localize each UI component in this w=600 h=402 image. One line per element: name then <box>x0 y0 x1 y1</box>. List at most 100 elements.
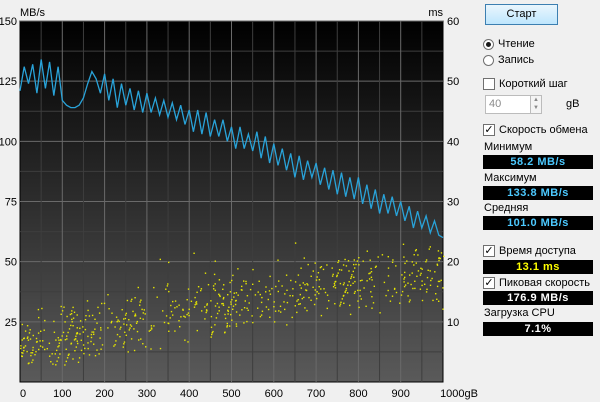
access-time-point <box>227 309 229 311</box>
transfer-rate-option[interactable]: ✓ Скорость обмена <box>483 122 588 138</box>
access-time-point <box>178 320 180 322</box>
access-time-point <box>241 285 243 288</box>
access-time-point <box>28 362 30 364</box>
access-time-point <box>85 315 87 317</box>
access-time-point <box>76 332 78 334</box>
access-time-point <box>401 290 404 293</box>
access-time-point <box>300 287 302 289</box>
access-time-point <box>224 317 227 320</box>
access-time-point <box>278 310 280 312</box>
access-time-point <box>156 296 158 298</box>
access-time-point <box>86 300 89 302</box>
short-stroke-spinner[interactable]: ▲ ▼ <box>530 95 542 114</box>
x-tick-label: 600 <box>265 388 283 400</box>
access-time-point <box>58 345 60 347</box>
access-time-point <box>204 306 206 308</box>
access-time-point <box>353 276 355 278</box>
access-time-point <box>436 263 438 265</box>
access-time-point <box>257 307 259 309</box>
access-time-point <box>150 327 153 329</box>
access-time-point <box>223 296 225 299</box>
access-time-point <box>358 264 360 266</box>
access-time-point <box>292 295 294 297</box>
access-time-point <box>93 333 95 335</box>
write-mode-option[interactable]: Запись <box>483 52 534 68</box>
start-button[interactable]: Старт <box>485 4 558 25</box>
access-time-point <box>277 290 279 293</box>
access-time-point <box>66 357 69 359</box>
access-time-point <box>186 299 188 301</box>
access-time-point <box>168 330 170 332</box>
access-time-point <box>195 302 197 304</box>
access-time-point <box>332 286 335 288</box>
access-time-point <box>93 343 95 345</box>
access-time-point <box>212 285 215 287</box>
access-time-point <box>70 342 73 344</box>
access-time-point <box>84 328 87 331</box>
access-time-point <box>59 353 61 355</box>
access-time-point <box>90 336 93 339</box>
burst-rate-option[interactable]: ✓ Пиковая скорость <box>483 275 590 291</box>
burst-rate-checkbox[interactable]: ✓ <box>483 277 495 289</box>
access-time-point <box>196 291 198 293</box>
access-time-point <box>80 339 82 341</box>
access-time-point <box>90 333 93 336</box>
access-time-point <box>438 257 440 259</box>
short-stroke-input[interactable]: 40 <box>485 95 531 114</box>
access-time-point <box>409 299 411 301</box>
right-unit-label: ms <box>428 7 443 19</box>
y-right-tick-label: 40 <box>447 136 459 148</box>
access-time-label: Время доступа <box>499 245 576 257</box>
access-time-point <box>356 260 359 262</box>
access-time-point <box>336 274 338 276</box>
access-time-point <box>244 300 246 302</box>
access-time-point <box>163 321 166 324</box>
access-time-point <box>67 331 69 334</box>
access-time-point <box>415 262 417 264</box>
access-time-point <box>314 289 316 291</box>
access-time-point <box>131 298 133 301</box>
short-stroke-checkbox[interactable] <box>483 78 495 90</box>
access-time-point <box>210 315 213 318</box>
access-time-point <box>353 259 355 261</box>
access-time-option[interactable]: ✓ Время доступа <box>483 243 576 259</box>
access-time-point <box>116 333 119 336</box>
access-time-point <box>222 288 224 290</box>
access-time-point <box>124 331 126 333</box>
access-time-point <box>107 294 109 296</box>
access-time-point <box>286 324 288 326</box>
short-stroke-option[interactable]: Короткий шаг <box>483 76 568 92</box>
access-time-point <box>243 322 245 324</box>
access-time-point <box>75 346 77 348</box>
read-mode-option[interactable]: Чтение <box>483 36 535 52</box>
access-time-point <box>223 284 225 286</box>
access-time-point <box>431 277 433 280</box>
spin-down-icon[interactable]: ▼ <box>533 105 539 111</box>
access-time-point <box>90 340 92 343</box>
access-time-point <box>34 354 36 356</box>
access-time-point <box>245 280 247 283</box>
access-time-point <box>83 352 85 355</box>
access-time-point <box>410 283 412 286</box>
access-time-point <box>372 302 375 304</box>
write-radio[interactable] <box>483 54 494 66</box>
access-time-point <box>87 309 89 312</box>
left-unit-label: MB/s <box>20 7 46 19</box>
access-time-point <box>265 286 267 288</box>
access-time-point <box>414 287 416 290</box>
access-time-point <box>403 281 405 283</box>
read-radio[interactable] <box>483 38 494 50</box>
access-time-point <box>341 298 343 300</box>
access-time-point <box>235 292 238 294</box>
spin-up-icon[interactable]: ▲ <box>533 97 539 103</box>
access-time-point <box>416 275 418 277</box>
x-tick-label: 900 <box>392 388 410 400</box>
access-time-point <box>437 250 440 252</box>
access-time-checkbox[interactable]: ✓ <box>483 245 495 257</box>
access-time-point <box>42 340 44 342</box>
access-time-point <box>172 300 174 303</box>
access-time-point <box>72 317 75 319</box>
transfer-rate-checkbox[interactable]: ✓ <box>483 124 495 136</box>
access-time-point <box>37 308 40 311</box>
access-time-point <box>404 276 406 279</box>
